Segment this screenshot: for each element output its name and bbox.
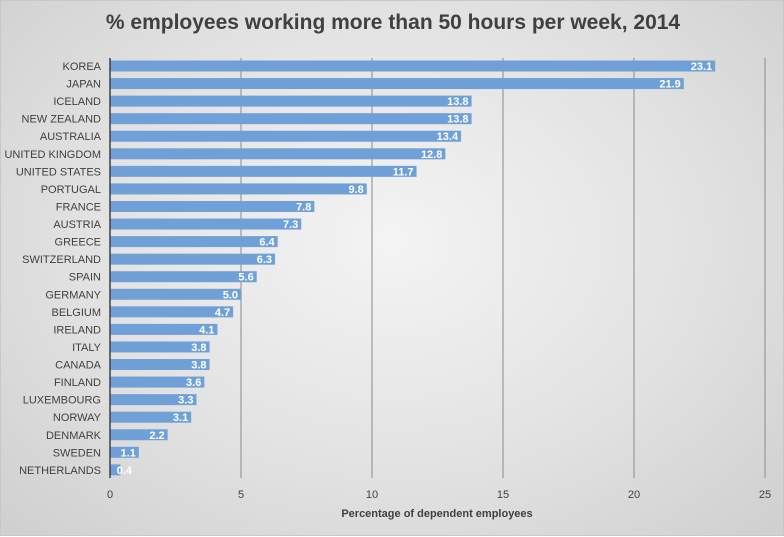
y-tick-label: IRELAND	[53, 324, 101, 336]
bar	[110, 394, 197, 406]
y-tick-label: UNITED STATES	[16, 166, 101, 178]
data-label: 12.8	[421, 149, 442, 161]
y-tick-label: GREECE	[55, 237, 101, 249]
bar	[110, 306, 234, 318]
bar	[110, 341, 210, 353]
data-label: 6.3	[257, 254, 272, 266]
y-tick-label: NORWAY	[53, 412, 102, 424]
y-tick-label: UNITED KINGDOM	[4, 149, 101, 161]
x-tick-label: 20	[628, 489, 640, 501]
bar	[110, 218, 302, 230]
x-tick-label: 10	[366, 489, 378, 501]
y-tick-label: SWITZERLAND	[22, 254, 101, 266]
y-tick-label: CANADA	[55, 360, 102, 372]
x-axis-title: Percentage of dependent employees	[341, 508, 532, 520]
bar	[110, 359, 210, 371]
y-tick-label: JAPAN	[66, 79, 101, 91]
data-label: 23.1	[691, 61, 712, 73]
chart-title: % employees working more than 50 hours p…	[105, 11, 681, 34]
data-label: 5.6	[238, 272, 253, 284]
data-label: 7.3	[283, 219, 298, 231]
y-tick-label: SWEDEN	[53, 447, 101, 459]
data-label: 11.7	[393, 166, 414, 178]
bar	[110, 113, 472, 125]
data-label: 1.1	[121, 447, 136, 459]
bar	[110, 148, 446, 160]
bar	[110, 78, 684, 90]
bar	[110, 271, 257, 283]
data-label: 21.9	[659, 79, 680, 91]
x-tick-label: 0	[107, 489, 113, 501]
bar	[110, 165, 417, 177]
data-label: 3.1	[173, 412, 188, 424]
y-tick-label: FINLAND	[54, 377, 101, 389]
data-label: 3.3	[178, 395, 193, 407]
y-tick-label: DENMARK	[46, 430, 102, 442]
data-label: 0.4	[117, 465, 133, 477]
data-label: 5.0	[223, 289, 238, 301]
bar	[110, 323, 218, 335]
data-label: 13.4	[437, 131, 459, 143]
y-tick-label: PORTUGAL	[41, 184, 101, 196]
data-label: 4.1	[199, 324, 214, 336]
bar	[110, 253, 276, 265]
data-label: 7.8	[296, 201, 311, 213]
x-tick-label: 15	[497, 489, 509, 501]
bar	[110, 446, 139, 458]
data-label: 3.8	[191, 360, 206, 372]
data-label: 13.8	[447, 114, 468, 126]
bar	[110, 464, 121, 476]
data-label: 3.8	[191, 342, 206, 354]
bar	[110, 60, 716, 72]
bar	[110, 200, 315, 212]
data-label: 9.8	[348, 184, 363, 196]
y-tick-label: SPAIN	[69, 272, 101, 284]
x-tick-label: 25	[759, 489, 771, 501]
y-tick-label: NETHERLANDS	[19, 465, 101, 477]
data-label: 6.4	[259, 237, 275, 249]
data-label: 2.2	[149, 430, 164, 442]
bar	[110, 411, 192, 423]
data-label: 13.8	[447, 96, 468, 108]
y-tick-label: KOREA	[62, 61, 101, 73]
bar	[110, 95, 472, 107]
y-tick-label: GERMANY	[45, 289, 101, 301]
bar	[110, 429, 168, 441]
y-tick-label: NEW ZEALAND	[22, 114, 102, 126]
bar	[110, 376, 205, 388]
bar	[110, 288, 241, 300]
y-tick-label: LUXEMBOURG	[23, 395, 101, 407]
data-label: 4.7	[215, 307, 230, 319]
y-tick-label: BELGIUM	[51, 307, 101, 319]
y-tick-label: ITALY	[72, 342, 102, 354]
y-tick-label: FRANCE	[56, 201, 101, 213]
bar	[110, 130, 462, 142]
bar	[110, 236, 278, 248]
x-tick-label: 5	[238, 489, 244, 501]
data-label: 3.6	[186, 377, 201, 389]
y-tick-label: ICELAND	[53, 96, 101, 108]
y-tick-label: AUSTRALIA	[40, 131, 102, 143]
bar	[110, 183, 367, 195]
y-tick-label: AUSTRIA	[53, 219, 101, 231]
